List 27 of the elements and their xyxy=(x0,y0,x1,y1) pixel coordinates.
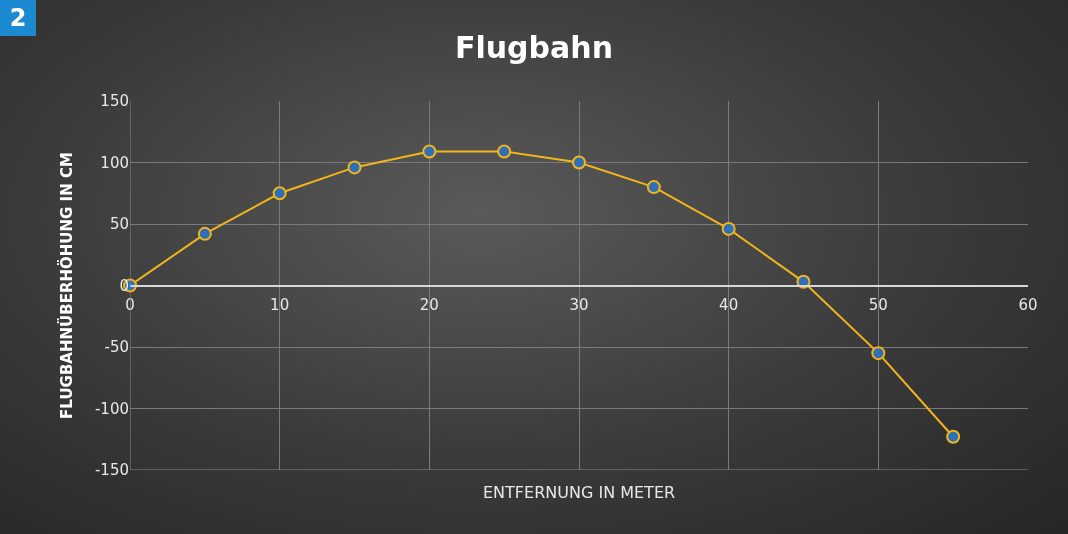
point xyxy=(197,226,212,241)
x-axis-title: ENTFERNUNG IN METER xyxy=(483,483,676,502)
point xyxy=(347,160,362,175)
chart-title: Flugbahn xyxy=(454,30,614,66)
y-axis-title: FLUGBAHNÜBERHÖHUNG IN CM xyxy=(57,152,77,419)
point xyxy=(422,144,437,159)
point xyxy=(646,180,661,195)
point xyxy=(946,429,961,444)
point xyxy=(572,155,586,170)
x-tick-label: 40 xyxy=(719,296,739,315)
point xyxy=(497,144,512,159)
point xyxy=(871,346,886,361)
y-tick-label: -50 xyxy=(104,338,129,357)
y-tick-label: -150 xyxy=(94,461,129,480)
x-tick-label: 30 xyxy=(569,296,589,315)
x-tick-label: 50 xyxy=(868,296,888,315)
x-tick-label: 10 xyxy=(270,296,290,315)
point xyxy=(721,221,736,236)
y-tick-label: 150 xyxy=(100,92,129,111)
text: 2 xyxy=(0,0,36,36)
point xyxy=(272,186,287,201)
y-tick-label: 50 xyxy=(109,215,129,234)
x-tick-label: 60 xyxy=(1018,296,1038,315)
y-tick-label: 100 xyxy=(100,153,129,172)
y-tick-label: 0 xyxy=(119,276,129,295)
x-tick-label: 20 xyxy=(419,296,439,315)
y-tick-label: -100 xyxy=(94,399,129,418)
